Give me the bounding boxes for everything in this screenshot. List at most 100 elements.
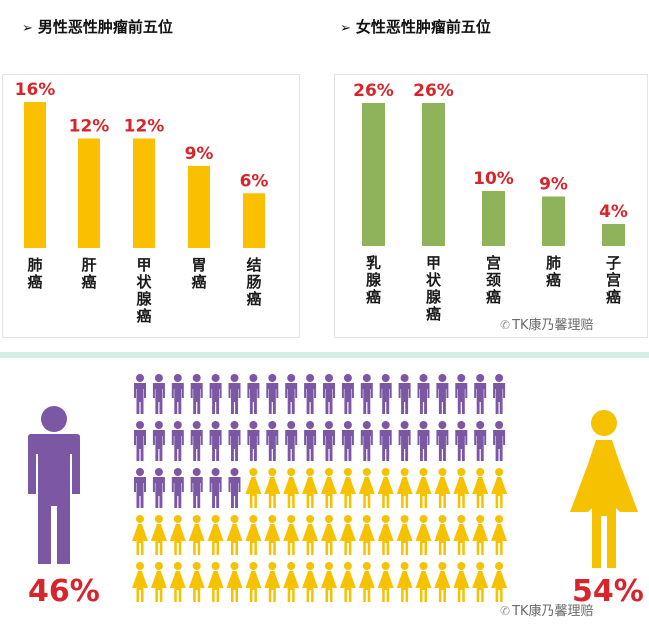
category-label: 乳腺癌 <box>366 254 382 306</box>
male-person-icon <box>360 374 373 414</box>
male-person-icon <box>228 421 241 461</box>
svg-text:癌: 癌 <box>366 288 381 306</box>
male-person-icon <box>247 374 260 414</box>
female-person-icon <box>453 562 470 602</box>
bar-value-label: 12% <box>124 117 165 137</box>
female-person-icon <box>132 562 148 602</box>
svg-text:子: 子 <box>606 254 621 272</box>
female-person-icon <box>302 515 319 555</box>
category-label: 结肠癌 <box>246 256 261 308</box>
male-percent-label: 46% <box>28 574 100 609</box>
male-person-icon <box>493 421 506 461</box>
female-person-icon <box>169 562 186 602</box>
watermark-top: ✆ TK康乃馨理赔 <box>500 314 594 333</box>
male-person-icon <box>379 421 392 461</box>
svg-text:癌: 癌 <box>546 271 561 289</box>
male-person-icon <box>134 374 146 414</box>
male-figure-icon <box>28 406 80 564</box>
male-panel-title: ➢ 男性恶性肿瘤前五位 <box>22 16 173 37</box>
female-person-icon <box>302 562 319 602</box>
bar-value-label: 12% <box>69 117 110 137</box>
male-person-icon <box>323 421 335 461</box>
male-person-icon <box>341 421 354 461</box>
male-person-icon <box>304 421 317 461</box>
bar-1 <box>24 102 46 248</box>
wechat-icon: ✆ <box>500 318 511 332</box>
svg-text:癌: 癌 <box>27 273 42 291</box>
female-person-icon <box>434 468 451 508</box>
female-person-icon <box>132 515 148 555</box>
female-person-icon <box>150 562 167 602</box>
svg-text:癌: 癌 <box>81 273 96 291</box>
svg-text:胃: 胃 <box>191 256 206 274</box>
female-person-icon <box>264 562 281 602</box>
svg-text:乳: 乳 <box>366 254 381 272</box>
female-person-icon <box>434 515 451 555</box>
male-person-icon <box>474 421 487 461</box>
male-person-icon <box>341 374 354 414</box>
female-person-icon <box>472 562 489 602</box>
male-person-icon <box>436 421 449 461</box>
male-person-icon <box>247 421 260 461</box>
watermark-bottom: ✆ TK康乃馨理赔 <box>500 600 594 619</box>
female-person-icon <box>283 515 300 555</box>
female-person-icon <box>377 468 394 508</box>
svg-text:癌: 癌 <box>136 307 151 325</box>
female-person-icon <box>396 562 413 602</box>
male-person-icon <box>323 374 335 414</box>
male-person-icon <box>228 468 241 508</box>
svg-text:状: 状 <box>426 271 442 289</box>
svg-text:状: 状 <box>136 273 152 291</box>
population-pictogram <box>132 374 508 602</box>
svg-text:宫: 宫 <box>486 254 501 272</box>
male-person-icon <box>417 421 430 461</box>
male-panel-title-text: 男性恶性肿瘤前五位 <box>37 18 173 36</box>
arrow-icon: ➢ <box>22 21 33 36</box>
male-person-icon <box>455 374 468 414</box>
male-person-icon <box>266 421 279 461</box>
svg-text:甲: 甲 <box>136 256 151 274</box>
female-panel-title: ➢ 女性恶性肿瘤前五位 <box>340 16 491 37</box>
female-panel-title-text: 女性恶性肿瘤前五位 <box>355 18 491 36</box>
male-person-icon <box>152 374 165 414</box>
svg-text:颈: 颈 <box>485 271 501 289</box>
bar-value-label: 26% <box>353 81 394 101</box>
male-person-icon <box>171 374 184 414</box>
category-label: 肺癌 <box>27 256 42 291</box>
watermark-text: TK康乃馨理赔 <box>512 318 594 333</box>
category-label: 子宫癌 <box>606 254 621 306</box>
female-person-icon <box>453 515 470 555</box>
watermark-text: TK康乃馨理赔 <box>512 604 594 619</box>
female-person-icon <box>396 468 413 508</box>
female-person-icon <box>264 515 281 555</box>
female-person-icon <box>377 562 394 602</box>
svg-text:癌: 癌 <box>191 273 206 291</box>
bar-value-label: 16% <box>15 80 56 100</box>
bar-value-label: 6% <box>240 171 269 191</box>
female-person-icon <box>188 515 205 555</box>
female-person-icon <box>358 562 375 602</box>
female-person-icon <box>339 468 356 508</box>
bar-4 <box>542 196 565 246</box>
bar-2 <box>422 103 445 246</box>
female-person-icon <box>377 515 394 555</box>
wechat-icon: ✆ <box>500 604 511 618</box>
female-person-icon <box>245 468 262 508</box>
category-label: 肺癌 <box>546 254 561 289</box>
male-person-icon <box>209 421 222 461</box>
arrow-icon: ➢ <box>340 21 351 36</box>
female-person-icon <box>207 562 224 602</box>
male-person-icon <box>190 468 203 508</box>
female-person-icon <box>207 515 224 555</box>
male-person-icon <box>398 421 411 461</box>
bar-value-label: 26% <box>413 81 454 101</box>
female-person-icon <box>150 515 167 555</box>
female-person-icon <box>283 562 300 602</box>
female-person-icon <box>321 468 337 508</box>
male-person-icon <box>152 468 165 508</box>
male-person-icon <box>209 468 222 508</box>
female-person-icon <box>339 515 356 555</box>
